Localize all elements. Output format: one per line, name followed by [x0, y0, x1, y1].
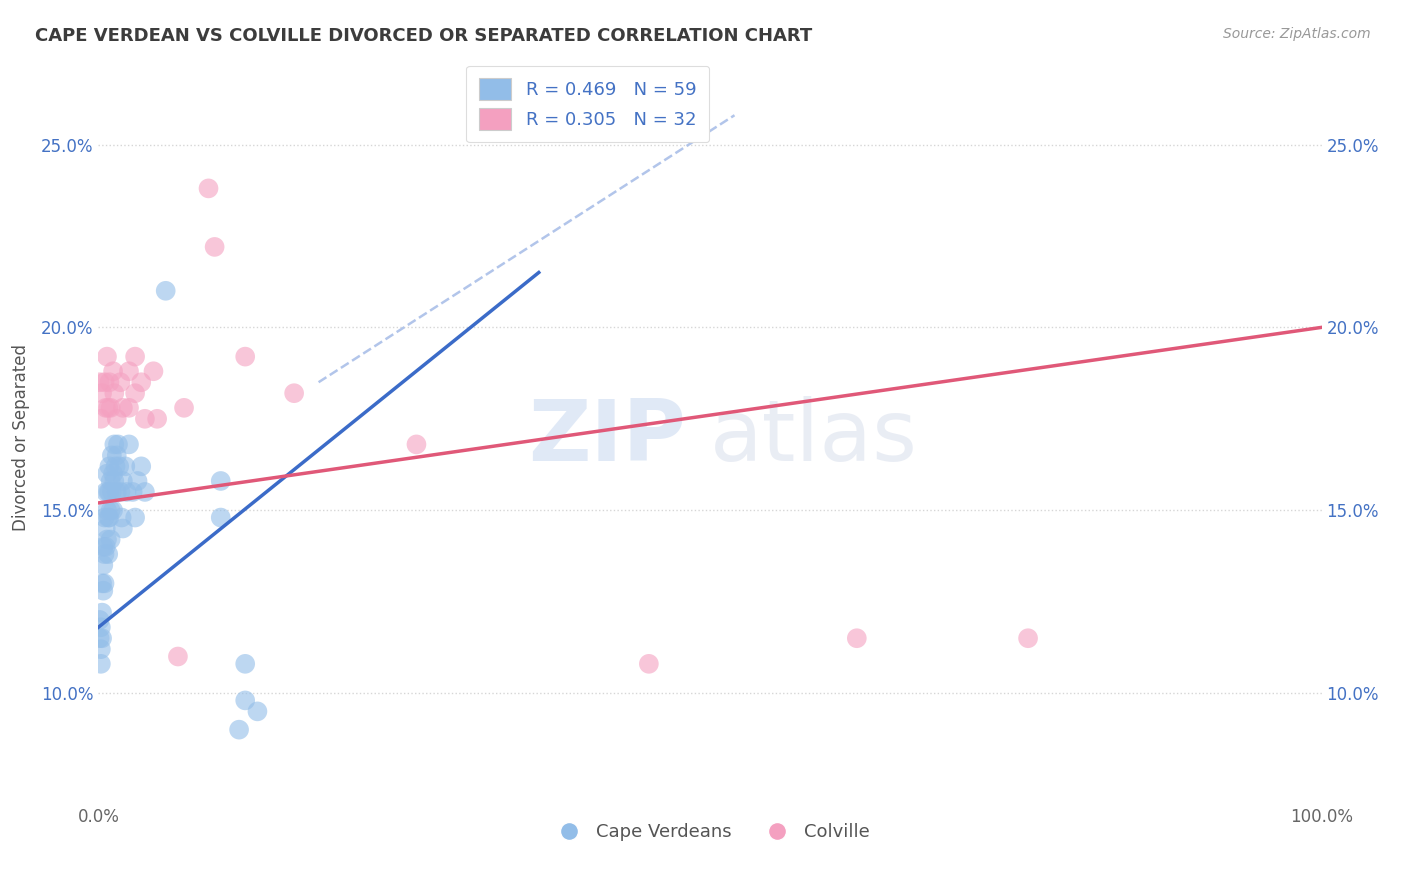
Point: [103, 386, 125, 401]
Point: [111, 510, 134, 524]
Point: [110, 376, 132, 390]
Point: [111, 474, 134, 488]
Point: [233, 350, 256, 364]
Point: [101, 485, 124, 500]
Text: Source: ZipAtlas.com: Source: ZipAtlas.com: [1223, 27, 1371, 41]
Point: [283, 386, 305, 401]
Point: [98, 459, 121, 474]
Point: [97, 485, 120, 500]
Point: [94, 401, 117, 415]
Point: [100, 474, 122, 488]
Point: [233, 657, 256, 671]
Point: [107, 437, 129, 451]
Point: [118, 364, 141, 378]
Point: [134, 412, 156, 426]
Point: [96, 350, 118, 364]
Point: [127, 474, 149, 488]
Point: [124, 510, 146, 524]
Point: [111, 521, 134, 535]
Point: [89, 632, 111, 646]
Point: [89, 376, 111, 390]
Point: [93, 576, 115, 591]
Point: [121, 485, 143, 500]
Point: [118, 437, 141, 451]
Point: [101, 364, 124, 378]
Point: [146, 412, 169, 426]
Point: [93, 547, 115, 561]
Point: [89, 613, 111, 627]
Point: [209, 474, 232, 488]
Text: CAPE VERDEAN VS COLVILLE DIVORCED OR SEPARATED CORRELATION CHART: CAPE VERDEAN VS COLVILLE DIVORCED OR SEP…: [35, 27, 813, 45]
Point: [204, 240, 226, 254]
Point: [91, 583, 114, 598]
Point: [129, 376, 152, 390]
Point: [91, 632, 114, 646]
Point: [134, 485, 156, 500]
Point: [405, 437, 427, 451]
Point: [100, 503, 122, 517]
Point: [94, 521, 117, 535]
Point: [142, 364, 165, 378]
Point: [91, 576, 114, 591]
Point: [637, 657, 661, 671]
Point: [98, 510, 121, 524]
Point: [93, 510, 115, 524]
Point: [90, 657, 112, 671]
Point: [114, 459, 136, 474]
Point: [98, 376, 121, 390]
Point: [155, 284, 177, 298]
Point: [97, 547, 120, 561]
Point: [100, 533, 122, 547]
Point: [104, 459, 127, 474]
Point: [98, 485, 121, 500]
Point: [101, 467, 124, 481]
Point: [90, 642, 112, 657]
Point: [101, 503, 124, 517]
Text: atlas: atlas: [710, 395, 918, 479]
Point: [97, 401, 120, 415]
Point: [115, 485, 138, 500]
Point: [96, 503, 118, 517]
Point: [90, 620, 112, 634]
Point: [94, 540, 117, 554]
Point: [93, 376, 115, 390]
Point: [233, 693, 256, 707]
Point: [96, 533, 118, 547]
Point: [209, 510, 232, 524]
Point: [118, 401, 141, 415]
Point: [228, 723, 250, 737]
Point: [105, 448, 128, 462]
Point: [124, 350, 146, 364]
Point: [111, 401, 134, 415]
Point: [90, 412, 112, 426]
Point: [105, 412, 128, 426]
Point: [124, 386, 146, 401]
Point: [103, 474, 125, 488]
Point: [845, 632, 868, 646]
Point: [167, 649, 190, 664]
Point: [91, 540, 114, 554]
Point: [101, 448, 124, 462]
Text: ZIP: ZIP: [527, 395, 686, 479]
Point: [100, 401, 122, 415]
Point: [97, 510, 120, 524]
Point: [1017, 632, 1039, 646]
Point: [91, 558, 114, 573]
Point: [91, 386, 114, 401]
Point: [103, 437, 125, 451]
Legend: Cape Verdeans, Colville: Cape Verdeans, Colville: [544, 816, 876, 848]
Point: [197, 181, 219, 195]
Point: [173, 401, 195, 415]
Point: [110, 485, 132, 500]
Point: [129, 459, 152, 474]
Point: [96, 467, 118, 481]
Point: [94, 485, 117, 500]
Point: [108, 459, 131, 474]
Point: [105, 485, 128, 500]
Y-axis label: Divorced or Separated: Divorced or Separated: [11, 343, 30, 531]
Point: [91, 606, 114, 620]
Point: [246, 705, 269, 719]
